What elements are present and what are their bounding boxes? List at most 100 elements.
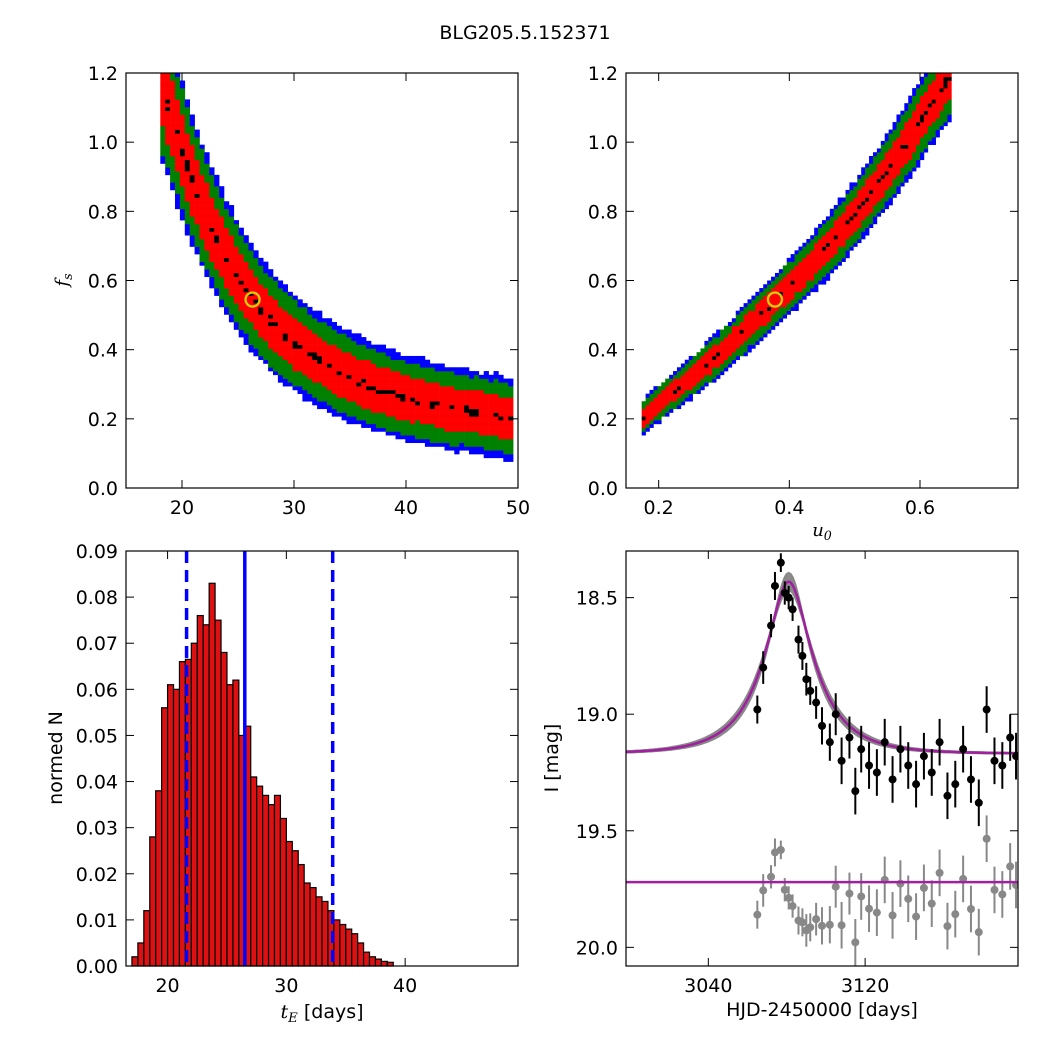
posterior-cell xyxy=(747,322,752,327)
posterior-cell xyxy=(429,408,435,413)
posterior-cell xyxy=(771,280,776,285)
posterior-cell xyxy=(356,405,362,410)
posterior-cell xyxy=(845,227,850,232)
posterior-cell xyxy=(219,197,225,202)
posterior-cell xyxy=(243,340,249,345)
posterior-cell xyxy=(317,367,323,372)
posterior-cell xyxy=(865,205,870,210)
posterior-cell xyxy=(464,405,470,410)
posterior-cell xyxy=(786,310,791,315)
posterior-cell xyxy=(869,205,874,210)
posterior-cell xyxy=(277,310,284,315)
posterior-cell xyxy=(395,378,401,383)
posterior-cell xyxy=(908,152,913,157)
posterior-cell xyxy=(184,137,190,142)
posterior-cell xyxy=(920,95,925,100)
posterior-cell xyxy=(849,182,854,187)
y-tick-label: 19.5 xyxy=(576,821,618,843)
posterior-cell xyxy=(469,438,475,444)
data-point xyxy=(794,635,803,644)
posterior-cell xyxy=(825,239,831,244)
posterior-cell xyxy=(845,220,850,225)
posterior-cell xyxy=(336,367,342,372)
posterior-cell xyxy=(429,374,435,379)
posterior-cell xyxy=(478,412,484,417)
posterior-cell xyxy=(268,329,274,334)
posterior-cell xyxy=(473,431,480,436)
posterior-cell xyxy=(282,329,288,334)
posterior-cell xyxy=(228,310,235,315)
histogram-bar xyxy=(279,817,287,967)
posterior-cell xyxy=(488,397,494,402)
posterior-cell xyxy=(326,352,333,357)
posterior-cell xyxy=(724,337,729,342)
posterior-cell xyxy=(243,242,249,247)
posterior-cell xyxy=(908,167,913,172)
posterior-cell xyxy=(508,454,514,459)
posterior-cell xyxy=(916,88,921,93)
posterior-cell xyxy=(170,137,176,142)
posterior-cell xyxy=(892,178,897,183)
posterior-cell xyxy=(818,265,823,270)
posterior-cell xyxy=(307,333,313,338)
posterior-cell xyxy=(375,348,382,353)
posterior-cell xyxy=(268,355,274,361)
posterior-cell xyxy=(833,208,838,213)
posterior-cell xyxy=(884,193,889,198)
posterior-cell xyxy=(459,393,465,398)
posterior-cell xyxy=(700,374,705,379)
posterior-cell xyxy=(184,129,190,134)
posterior-cell xyxy=(727,352,733,357)
posterior-cell xyxy=(498,401,504,406)
posterior-cell xyxy=(204,208,210,213)
residual-point xyxy=(767,872,776,881)
posterior-cell xyxy=(410,405,416,410)
posterior-cell xyxy=(395,352,401,357)
posterior-cell xyxy=(872,189,878,195)
posterior-cell xyxy=(184,99,190,104)
posterior-cell xyxy=(307,314,313,319)
posterior-cell xyxy=(814,231,819,236)
posterior-cell xyxy=(473,374,480,379)
posterior-cell xyxy=(464,446,470,451)
posterior-cell xyxy=(712,359,717,364)
posterior-cell xyxy=(794,295,799,300)
posterior-cell xyxy=(390,359,396,364)
posterior-cell xyxy=(865,201,870,206)
posterior-cell xyxy=(224,295,230,300)
posterior-cell xyxy=(439,371,445,376)
posterior-cell xyxy=(228,205,235,210)
posterior-cell xyxy=(302,337,308,342)
posterior-cell xyxy=(204,197,210,202)
posterior-cell xyxy=(356,412,362,417)
residual-point xyxy=(990,885,999,894)
posterior-cell xyxy=(853,201,858,206)
posterior-cell xyxy=(459,442,465,447)
posterior-cell xyxy=(277,288,284,293)
posterior-cell xyxy=(493,386,499,391)
posterior-cell xyxy=(238,329,244,334)
posterior-cell xyxy=(488,420,494,425)
posterior-cell xyxy=(912,125,917,130)
posterior-cell xyxy=(400,371,406,376)
posterior-cell xyxy=(454,393,460,398)
posterior-cell xyxy=(853,242,858,247)
posterior-cell xyxy=(351,416,357,421)
posterior-cell xyxy=(712,337,717,342)
posterior-cell xyxy=(641,405,646,410)
data-point xyxy=(798,651,807,660)
histogram-bar xyxy=(143,910,151,967)
posterior-cell xyxy=(287,337,293,342)
posterior-cell xyxy=(923,95,929,100)
posterior-cell xyxy=(488,416,494,421)
posterior-cell xyxy=(380,363,386,368)
posterior-cell xyxy=(209,174,215,179)
posterior-cell xyxy=(459,367,465,372)
posterior-cell xyxy=(806,276,811,281)
posterior-cell xyxy=(935,125,940,130)
posterior-cell xyxy=(243,246,249,251)
posterior-cell xyxy=(390,427,396,432)
posterior-cell xyxy=(175,148,181,153)
posterior-cell xyxy=(361,337,367,342)
posterior-cell xyxy=(935,118,940,123)
